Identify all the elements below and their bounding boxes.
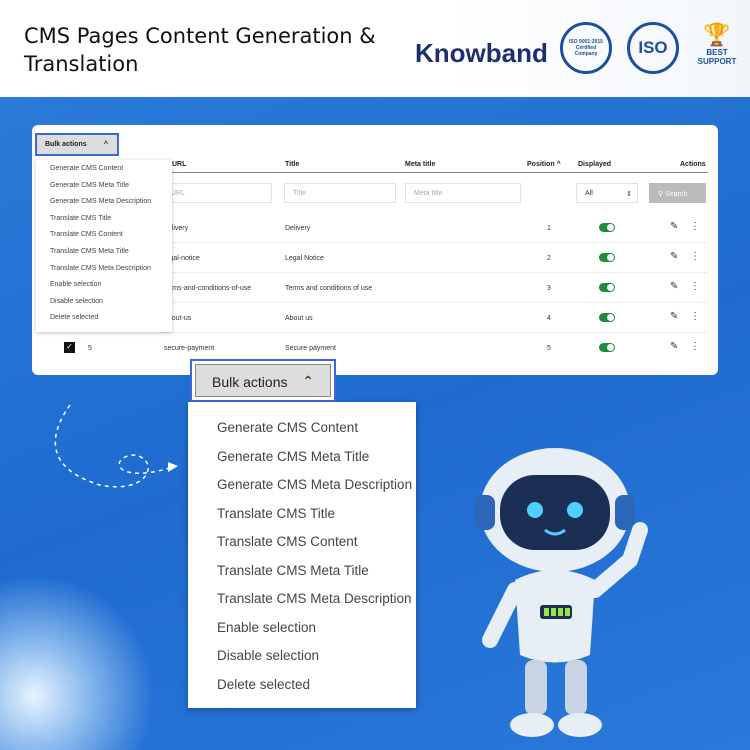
menu-item[interactable]: Translate CMS Title bbox=[217, 505, 336, 521]
menu-item[interactable]: Disable selection bbox=[50, 297, 103, 305]
robot-illustration bbox=[475, 448, 648, 737]
row-title: About us bbox=[285, 315, 313, 322]
best-support-badge: 🏆 BEST SUPPORT bbox=[692, 22, 742, 66]
row-position: 2 bbox=[547, 255, 551, 262]
row-title: Legal Notice bbox=[285, 255, 324, 262]
edit-icon[interactable]: ✎ bbox=[670, 341, 679, 352]
bulk-actions-label: Bulk actions bbox=[45, 141, 87, 148]
displayed-toggle[interactable] bbox=[599, 253, 615, 262]
displayed-toggle[interactable] bbox=[599, 283, 615, 292]
col-url[interactable]: URL bbox=[172, 161, 187, 168]
bulk-actions-button-large[interactable]: Bulk actions ⌃ bbox=[190, 359, 336, 402]
col-displayed: Displayed bbox=[578, 161, 612, 168]
more-icon[interactable]: ⋮ bbox=[690, 281, 700, 292]
col-title[interactable]: Title bbox=[285, 161, 300, 168]
table-row[interactable]: delivery Delivery 1 ✎ ⋮ bbox=[162, 213, 708, 243]
displayed-toggle[interactable] bbox=[599, 343, 615, 352]
menu-item[interactable]: Translate CMS Content bbox=[217, 534, 358, 549]
menu-item[interactable]: Generate CMS Meta Description bbox=[217, 477, 413, 492]
edit-icon[interactable]: ✎ bbox=[670, 221, 679, 232]
more-icon[interactable]: ⋮ bbox=[690, 341, 700, 352]
col-actions: Actions bbox=[680, 161, 706, 168]
edit-icon[interactable]: ✎ bbox=[670, 281, 679, 292]
menu-item[interactable]: Translate CMS Meta Description bbox=[50, 264, 151, 272]
menu-item[interactable]: Disable selection bbox=[217, 648, 320, 663]
row-position: 3 bbox=[547, 285, 551, 292]
more-icon[interactable]: ⋮ bbox=[690, 221, 700, 232]
dashed-arrow-decoration bbox=[54, 404, 178, 488]
table-row[interactable]: terms-and-conditions-of-use Terms and con… bbox=[162, 273, 708, 303]
table-row[interactable]: about-us About us 4 ✎ ⋮ bbox=[162, 303, 708, 333]
row-id: 5 bbox=[88, 345, 92, 352]
displayed-select-value: All bbox=[585, 190, 593, 197]
search-label: Search bbox=[665, 191, 688, 198]
header-divider bbox=[162, 172, 708, 173]
more-icon[interactable]: ⋮ bbox=[690, 251, 700, 262]
menu-item[interactable]: Translate CMS Meta Title bbox=[50, 247, 129, 255]
chevron-up-icon: ⌃ bbox=[302, 373, 314, 389]
displayed-toggle[interactable] bbox=[599, 313, 615, 322]
edit-icon[interactable]: ✎ bbox=[670, 251, 679, 262]
more-icon[interactable]: ⋮ bbox=[690, 311, 700, 322]
table-row[interactable]: legal-notice Legal Notice 2 ✎ ⋮ bbox=[162, 243, 708, 273]
best-support-label: BEST SUPPORT bbox=[697, 48, 737, 66]
title-filter-input[interactable]: Title bbox=[284, 183, 396, 203]
iso-badge: ISO bbox=[627, 22, 679, 74]
knowband-logo: Knowband bbox=[415, 38, 548, 68]
page-title: CMS Pages Content Generation & Translati… bbox=[24, 24, 376, 76]
search-icon: ⚲ bbox=[658, 191, 664, 198]
bulk-actions-button-small[interactable]: Bulk actions ^ bbox=[35, 133, 119, 156]
menu-item[interactable]: Translate CMS Meta Title bbox=[217, 562, 369, 578]
meta-title-filter-input[interactable]: Meta title bbox=[405, 183, 521, 203]
iso-certified-text: ISO 9001:2015 Certified Company bbox=[569, 39, 603, 57]
row-position: 4 bbox=[547, 315, 551, 322]
select-arrows-icon: ⇕ bbox=[626, 191, 632, 198]
menu-item[interactable]: Generate CMS Meta Title bbox=[217, 448, 370, 464]
row-url: legal-notice bbox=[164, 255, 200, 262]
row-url: terms-and-conditions-of-use bbox=[164, 285, 252, 292]
bulk-actions-label: Bulk actions bbox=[212, 374, 288, 390]
menu-item[interactable]: Generate CMS Content bbox=[217, 420, 359, 435]
row-position: 5 bbox=[547, 345, 551, 352]
bulk-actions-menu-small: Generate CMS Content Generate CMS Meta T… bbox=[36, 160, 172, 332]
displayed-toggle[interactable] bbox=[599, 223, 615, 232]
menu-item[interactable]: Enable selection bbox=[217, 619, 317, 635]
col-position-label: Position bbox=[527, 161, 555, 168]
row-checkbox[interactable]: ✓ bbox=[64, 342, 75, 353]
iso-text: ISO bbox=[638, 38, 668, 57]
menu-item[interactable]: Enable selection bbox=[50, 281, 102, 289]
chevron-up-icon: ^ bbox=[103, 141, 108, 148]
row-url: about-us bbox=[164, 315, 192, 322]
menu-item[interactable]: Translate CMS Meta Description bbox=[217, 591, 412, 606]
menu-item[interactable]: Translate CMS Title bbox=[50, 214, 112, 222]
menu-item[interactable]: Generate CMS Meta Description bbox=[50, 198, 152, 206]
sort-icon: ^ bbox=[556, 161, 561, 168]
edit-icon[interactable]: ✎ bbox=[670, 311, 679, 322]
row-title: Terms and conditions of use bbox=[285, 285, 373, 292]
menu-item[interactable]: Generate CMS Meta Title bbox=[50, 181, 129, 189]
url-filter-input[interactable]: URL bbox=[162, 183, 272, 203]
menu-item[interactable]: Delete selected bbox=[217, 676, 311, 692]
col-meta-title[interactable]: Meta title bbox=[405, 161, 436, 168]
menu-item[interactable]: Generate CMS Content bbox=[50, 165, 124, 172]
glow-decoration bbox=[0, 570, 170, 750]
row-position: 1 bbox=[547, 225, 551, 232]
displayed-select[interactable]: All ⇕ bbox=[576, 183, 638, 203]
row-url: delivery bbox=[164, 225, 189, 232]
iso-certified-badge: ISO 9001:2015 Certified Company bbox=[560, 22, 612, 74]
menu-item[interactable]: Translate CMS Content bbox=[50, 231, 123, 239]
row-url: secure-payment bbox=[164, 345, 215, 352]
bulk-actions-inner: Bulk actions ⌃ bbox=[195, 364, 331, 397]
search-button[interactable]: ⚲ Search bbox=[649, 183, 706, 203]
menu-item[interactable]: Delete selected bbox=[50, 314, 99, 322]
trophy-icon: 🏆 bbox=[703, 22, 731, 47]
row-title: Secure payment bbox=[285, 345, 336, 352]
row-title: Delivery bbox=[285, 225, 311, 232]
table-row[interactable]: ✓ 5 secure-payment Secure payment 5 ✎ ⋮ bbox=[62, 333, 708, 363]
header: CMS Pages Content Generation & Translati… bbox=[0, 0, 750, 97]
col-position[interactable]: Position ^ bbox=[527, 161, 561, 168]
bulk-actions-menu-large: Generate CMS Content Generate CMS Meta T… bbox=[188, 402, 416, 708]
